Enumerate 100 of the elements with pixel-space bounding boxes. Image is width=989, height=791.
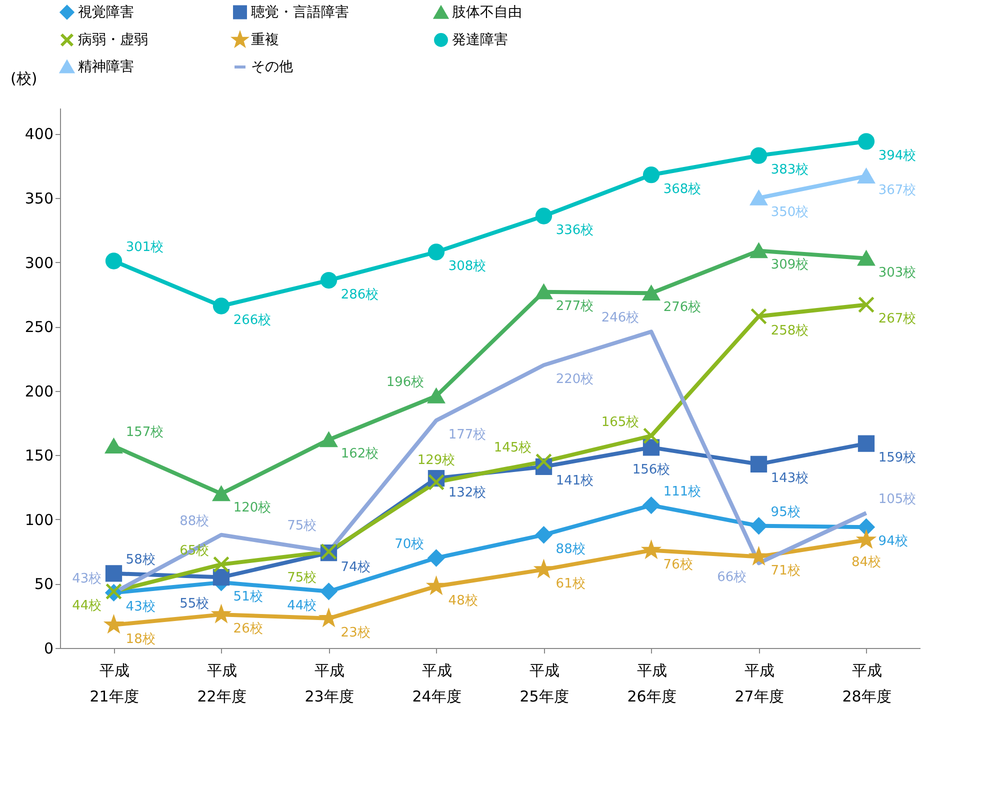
point bbox=[750, 190, 768, 206]
data-label: 51校 bbox=[233, 589, 263, 604]
data-label: 196校 bbox=[386, 375, 424, 390]
data-label: 18校 bbox=[126, 632, 156, 647]
data-label: 336校 bbox=[556, 223, 594, 238]
y-tick-label: 300 bbox=[24, 254, 54, 272]
y-tick-label: 100 bbox=[24, 510, 54, 529]
x-tick-label: 平成 26年度 bbox=[627, 662, 676, 706]
y-tick-label: 200 bbox=[24, 382, 54, 400]
data-label: 141校 bbox=[556, 474, 594, 489]
data-label: 111校 bbox=[663, 484, 702, 500]
data-label: 88校 bbox=[180, 514, 210, 529]
point bbox=[320, 583, 338, 600]
data-label: 246校 bbox=[601, 310, 640, 326]
data-label: 66校 bbox=[717, 570, 747, 586]
point bbox=[858, 296, 875, 314]
x-tick-label: 平成 24年度 bbox=[412, 662, 462, 706]
data-label: 76校 bbox=[663, 557, 693, 572]
legend-label: 聴覚・言語障害 bbox=[251, 4, 349, 20]
data-label: 277校 bbox=[556, 298, 594, 314]
data-label: 162校 bbox=[340, 446, 379, 462]
data-label: 303校 bbox=[878, 265, 916, 280]
point bbox=[642, 166, 660, 184]
data-label: 48校 bbox=[448, 593, 478, 608]
point bbox=[428, 474, 445, 490]
data-label: 165校 bbox=[601, 414, 640, 430]
x-tick-label: 平成 21年度 bbox=[90, 662, 139, 706]
point bbox=[750, 456, 768, 472]
data-label: 156校 bbox=[632, 462, 670, 478]
data-label: 94校 bbox=[878, 534, 908, 550]
point bbox=[750, 308, 768, 325]
data-label: 350校 bbox=[770, 205, 809, 220]
data-label: 383校 bbox=[770, 162, 809, 178]
y-tick-label: 0 bbox=[44, 640, 54, 658]
legend-label: 視覚障害 bbox=[78, 4, 134, 20]
data-label: 74校 bbox=[340, 560, 370, 575]
point bbox=[750, 243, 768, 258]
y-tick-label: 250 bbox=[24, 318, 54, 336]
point bbox=[428, 550, 445, 566]
data-label: 286校 bbox=[340, 287, 379, 302]
point bbox=[535, 526, 552, 544]
data-label: 95校 bbox=[770, 504, 800, 520]
data-label: 44校 bbox=[287, 598, 317, 614]
x-tick-label: 平成 23年度 bbox=[304, 662, 354, 706]
point bbox=[858, 251, 875, 266]
point bbox=[642, 286, 660, 301]
legend-label: その他 bbox=[251, 59, 293, 75]
data-label: 71校 bbox=[770, 564, 800, 579]
data-label: 26校 bbox=[233, 622, 263, 637]
data-label: 177校 bbox=[448, 427, 486, 442]
data-label: 23校 bbox=[340, 625, 370, 640]
legend-label: 精神障害 bbox=[78, 59, 134, 75]
point bbox=[750, 147, 768, 164]
data-label: 157校 bbox=[126, 425, 164, 440]
data-label: 58校 bbox=[126, 552, 156, 568]
data-label: 368校 bbox=[663, 182, 702, 197]
data-label: 145校 bbox=[494, 440, 532, 456]
point bbox=[105, 252, 122, 270]
point bbox=[320, 272, 338, 289]
point bbox=[535, 208, 552, 224]
point bbox=[105, 565, 122, 582]
data-label: 159校 bbox=[878, 450, 916, 466]
point bbox=[858, 133, 875, 150]
y-tick-label: 50 bbox=[34, 575, 54, 594]
data-label: 105校 bbox=[878, 492, 916, 507]
data-label: 132校 bbox=[448, 485, 486, 500]
data-label: 70校 bbox=[394, 537, 424, 552]
x-tick-label: 平成 25年度 bbox=[520, 662, 569, 706]
x-tick-label: 平成 28年度 bbox=[842, 662, 892, 706]
legend-label: 重複 bbox=[251, 32, 279, 48]
data-label: 143校 bbox=[770, 471, 809, 486]
data-label: 220校 bbox=[556, 372, 594, 388]
data-label: 258校 bbox=[770, 323, 809, 338]
point bbox=[642, 496, 660, 514]
legend-label: 発達障害 bbox=[452, 32, 508, 48]
data-label: 367校 bbox=[878, 183, 916, 198]
y-tick-label: 350 bbox=[24, 190, 54, 208]
point bbox=[642, 428, 660, 444]
data-label: 75校 bbox=[287, 518, 317, 534]
data-label: 44校 bbox=[72, 598, 102, 614]
x-tick-label: 平成 22年度 bbox=[197, 662, 246, 706]
point bbox=[212, 298, 230, 314]
data-label: 309校 bbox=[770, 258, 809, 273]
data-label: 276校 bbox=[663, 300, 702, 316]
point bbox=[858, 435, 875, 452]
data-label: 65校 bbox=[180, 543, 210, 558]
y-tick-label: 400 bbox=[24, 125, 54, 144]
data-label: 61校 bbox=[556, 576, 586, 592]
x-tick-label: 平成 27年度 bbox=[734, 662, 784, 706]
point bbox=[750, 518, 768, 534]
point bbox=[535, 453, 552, 470]
point bbox=[858, 518, 875, 536]
data-label: 267校 bbox=[878, 312, 916, 327]
data-label: 43校 bbox=[126, 600, 156, 615]
data-label: 266校 bbox=[233, 313, 272, 328]
data-label: 84校 bbox=[851, 555, 882, 570]
point bbox=[428, 388, 445, 404]
data-label: 120校 bbox=[233, 500, 272, 516]
y-axis-title: (校) bbox=[10, 70, 38, 88]
legend-label: 病弱・虚弱 bbox=[78, 32, 148, 48]
